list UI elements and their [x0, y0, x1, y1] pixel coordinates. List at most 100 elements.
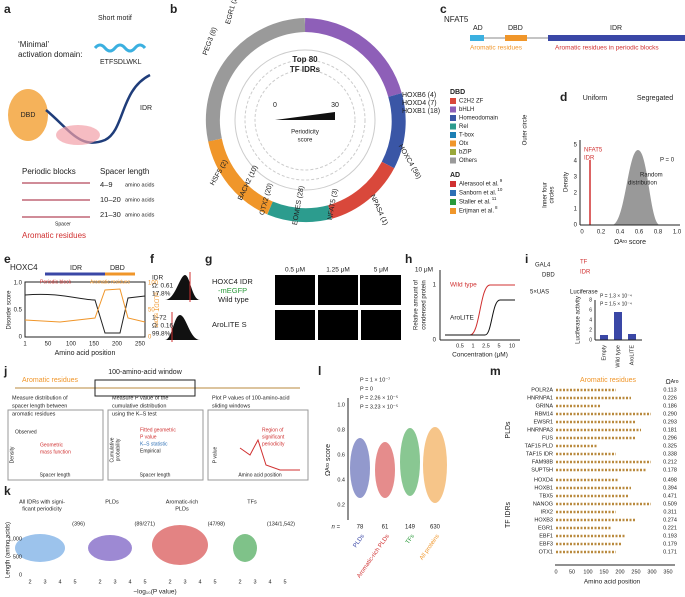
- label: 6: [589, 307, 592, 313]
- label: HOXB1: [534, 485, 553, 491]
- label: 3: [43, 579, 46, 585]
- label: All proteins: [419, 534, 441, 562]
- label: 1.0: [337, 402, 345, 408]
- ring: [254, 69, 356, 171]
- label: AroLITE: [629, 345, 635, 366]
- label: bHLH: [459, 107, 474, 113]
- label: 0.296: [663, 435, 677, 441]
- ring-segment: [381, 93, 406, 169]
- label: All IDRs with signi-: [19, 499, 65, 505]
- label: 8: [589, 297, 592, 303]
- label: 3: [183, 579, 186, 585]
- label: 0.509: [663, 501, 677, 507]
- label: 0.2: [597, 230, 606, 236]
- legend-swatch: [450, 181, 456, 187]
- label: NFAT5: [584, 148, 603, 154]
- label: Sanborn et al.: [459, 191, 497, 197]
- window: [94, 379, 196, 397]
- label: TF: [580, 260, 588, 266]
- label: 1.0: [673, 230, 682, 236]
- label: amino acids: [125, 182, 155, 188]
- label: Length (amino acids): [6, 522, 12, 578]
- label: 1: [471, 343, 474, 349]
- label: HNRNPA3: [527, 427, 553, 433]
- label: Outer circle: [523, 114, 529, 145]
- label: Otx: [459, 141, 468, 147]
- label: 0.4: [337, 477, 345, 483]
- labels: a b c d e f g h i j k l m ‘Minimal’activation domain:…: [3, 0, 682, 596]
- dist: [165, 315, 200, 340]
- label: 0: [19, 572, 22, 578]
- label: 150: [599, 569, 608, 575]
- panel-label: m: [490, 364, 501, 378]
- label: Aromatic residues: [90, 279, 131, 285]
- label: HOXC4: [10, 263, 38, 272]
- ring-segment: [327, 161, 395, 219]
- label: Empirical: [140, 448, 161, 454]
- label: NANOG: [533, 501, 553, 507]
- label: 0.325: [663, 443, 677, 449]
- panel-label: d: [560, 90, 567, 104]
- legend-swatch: [450, 140, 456, 147]
- label: (134/1,542): [267, 521, 295, 527]
- label: C2H2 ZF: [459, 99, 484, 105]
- label: FAM98B: [532, 459, 553, 465]
- label: Aromatic residues: [22, 377, 79, 384]
- label: probability: [115, 438, 121, 461]
- block-schematics: [22, 182, 90, 218]
- label: 61: [382, 525, 389, 531]
- label-part: Aro: [671, 379, 679, 385]
- label: 50: [45, 342, 52, 348]
- label: 5: [73, 579, 76, 585]
- label: 1: [23, 342, 27, 348]
- label: Rel: [459, 124, 468, 130]
- label: Periodic blocks: [22, 167, 76, 176]
- panel-label: g: [205, 252, 212, 266]
- label: 10: [509, 343, 515, 349]
- label: 1.25 μM: [326, 267, 350, 274]
- label: DBD: [542, 273, 555, 279]
- panel-label: i: [525, 252, 528, 266]
- label: P = 3.23 × 10⁻⁵: [360, 403, 398, 410]
- label: 1.0: [14, 281, 23, 287]
- label: TF IDRs: [290, 65, 321, 74]
- label: 0.5: [456, 343, 464, 349]
- label: IDR: [140, 105, 152, 112]
- label: DBD: [450, 89, 465, 96]
- label-part: Ω: [325, 471, 332, 476]
- label: P = 1.5 × 10⁻⁴: [600, 301, 632, 307]
- label: P = 1.3 × 10⁻⁴: [600, 293, 632, 299]
- label: DBD: [110, 265, 125, 272]
- label: EBF3: [539, 541, 553, 547]
- bar: [600, 335, 608, 340]
- label: activation domain:: [18, 50, 82, 59]
- label: 0.274: [663, 517, 677, 523]
- label: HOXC4 (56): [397, 143, 422, 180]
- label: 0.498: [663, 477, 677, 483]
- label: 200: [615, 569, 624, 575]
- label: ‘Minimal’: [18, 40, 49, 49]
- label: 4: [268, 579, 271, 585]
- label-part: score: [627, 239, 646, 246]
- panel-label: e: [4, 252, 11, 266]
- label: 0: [19, 335, 23, 341]
- label: HOXD4: [534, 477, 553, 483]
- bar: [614, 312, 622, 340]
- label: pLDDT score: [152, 292, 158, 328]
- step-box: [107, 409, 204, 481]
- label: IRX2: [541, 509, 553, 515]
- activation-domain: [56, 125, 100, 145]
- label: Others: [459, 158, 477, 164]
- label: 10 μM: [415, 267, 433, 274]
- label: bZIP: [459, 150, 472, 156]
- label: 0.2: [337, 502, 345, 508]
- label: significant: [262, 434, 285, 440]
- label: 10–20: [100, 195, 121, 204]
- label: IDR: [70, 265, 82, 272]
- label: 2: [574, 191, 578, 197]
- dbd-box: [505, 35, 527, 41]
- label: DBD: [508, 25, 523, 32]
- label: score: [298, 138, 313, 144]
- label: POLR2A: [531, 387, 553, 393]
